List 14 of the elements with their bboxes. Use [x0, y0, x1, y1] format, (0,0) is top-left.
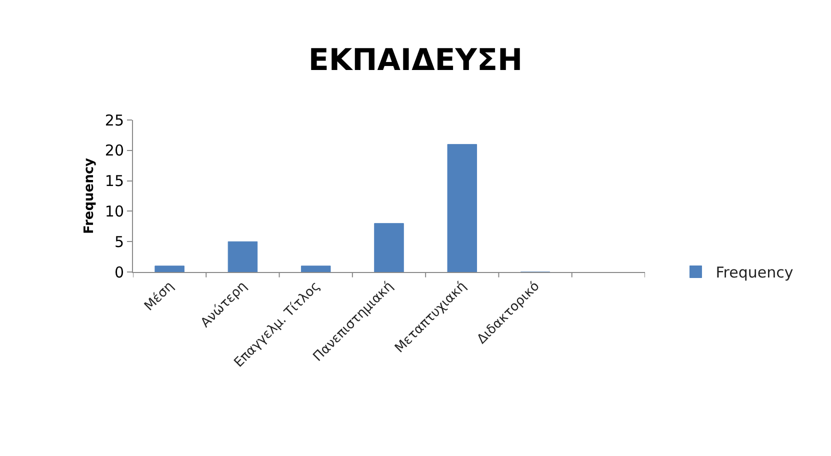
legend-label: Frequency: [716, 264, 794, 282]
y-tick-label: 0: [114, 263, 124, 282]
bar: [374, 223, 404, 272]
bar: [300, 266, 331, 272]
bar: [154, 266, 184, 272]
y-tick-label: 25: [104, 111, 124, 130]
y-tick-label: 10: [104, 202, 124, 220]
y-tick-label: 5: [114, 232, 124, 251]
chart-title: ΕΚΠΑΙΔΕΥΣΗ: [308, 42, 523, 78]
y-tick-label: 15: [104, 172, 124, 190]
y-axis-title: Frequency: [82, 157, 97, 234]
y-tick-label: 20: [104, 142, 124, 160]
bar: [228, 241, 258, 272]
bar: [447, 144, 478, 272]
